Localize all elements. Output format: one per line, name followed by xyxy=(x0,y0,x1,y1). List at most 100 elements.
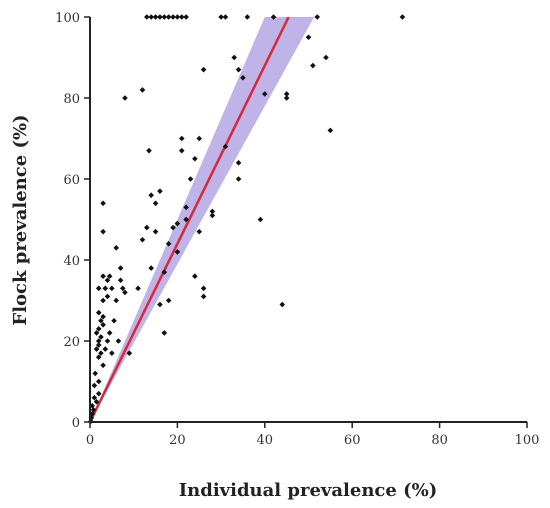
data-point xyxy=(200,285,207,292)
data-point xyxy=(200,293,207,300)
y-tick-label: 80 xyxy=(63,92,80,107)
data-point xyxy=(111,317,117,324)
data-point xyxy=(95,309,102,316)
data-point xyxy=(279,301,286,308)
data-point xyxy=(113,297,120,304)
data-point xyxy=(174,249,181,255)
data-point xyxy=(100,322,106,328)
data-point xyxy=(95,326,102,332)
data-point xyxy=(95,338,102,344)
data-point xyxy=(244,14,251,20)
data-point xyxy=(100,228,106,235)
data-point xyxy=(95,342,102,348)
y-axis-title: Flock prevalence (%) xyxy=(10,114,31,325)
x-tick-label: 60 xyxy=(344,433,361,448)
x-axis-ticks: 0 20 40 60 80 100 xyxy=(86,422,539,448)
y-tick-label: 60 xyxy=(63,173,80,188)
data-point xyxy=(192,273,198,279)
data-point xyxy=(165,14,172,20)
data-point xyxy=(327,127,334,134)
data-point xyxy=(283,95,290,101)
data-point xyxy=(192,155,198,162)
x-tick-label: 20 xyxy=(169,433,186,448)
data-point xyxy=(200,66,207,73)
x-tick-label: 0 xyxy=(86,433,94,448)
data-points xyxy=(88,14,406,424)
data-point xyxy=(93,398,100,405)
data-point xyxy=(113,245,120,251)
data-point xyxy=(91,394,98,401)
data-point xyxy=(144,224,150,231)
data-point xyxy=(178,14,185,20)
y-tick-label: 100 xyxy=(55,11,80,26)
data-point xyxy=(323,54,329,61)
data-point xyxy=(161,330,168,336)
data-point xyxy=(102,346,109,352)
data-point xyxy=(218,14,224,20)
data-point xyxy=(98,350,104,356)
data-point xyxy=(305,34,312,41)
data-point xyxy=(157,301,163,308)
data-point xyxy=(104,338,111,344)
data-point xyxy=(196,135,203,142)
data-point xyxy=(135,285,141,292)
data-point xyxy=(90,407,97,413)
data-point xyxy=(115,338,122,344)
data-point xyxy=(148,14,154,20)
data-point xyxy=(183,204,189,211)
data-point xyxy=(106,273,113,279)
data-point xyxy=(148,265,154,271)
data-point xyxy=(157,14,163,20)
data-point xyxy=(152,200,159,207)
data-point xyxy=(104,277,111,284)
data-point xyxy=(95,285,102,292)
data-point xyxy=(117,277,124,284)
data-point xyxy=(122,289,128,296)
data-point xyxy=(93,346,100,352)
data-point xyxy=(148,192,154,198)
data-point xyxy=(126,350,133,356)
data-point xyxy=(240,74,246,81)
data-point xyxy=(109,285,115,292)
data-point xyxy=(170,14,176,20)
data-point xyxy=(183,14,189,20)
y-tick-label: 0 xyxy=(72,416,80,431)
data-point xyxy=(174,14,181,20)
data-point xyxy=(174,220,181,227)
data-point xyxy=(152,14,159,20)
data-point xyxy=(98,317,104,324)
data-point xyxy=(399,14,406,20)
data-point xyxy=(161,14,168,20)
data-point xyxy=(270,14,277,20)
data-point xyxy=(196,228,203,235)
data-point xyxy=(222,14,229,20)
data-point xyxy=(102,285,109,292)
data-point xyxy=(187,176,194,182)
data-point xyxy=(170,224,176,231)
data-point xyxy=(100,297,106,304)
data-point xyxy=(93,330,100,336)
data-point xyxy=(95,378,102,385)
data-point xyxy=(314,14,321,20)
x-axis-title: Individual prevalence (%) xyxy=(179,480,438,501)
y-tick-label: 40 xyxy=(63,254,80,269)
data-point xyxy=(183,216,189,223)
data-point xyxy=(109,350,115,356)
data-point xyxy=(235,176,242,182)
data-point xyxy=(144,14,150,20)
data-point xyxy=(257,216,264,223)
data-point xyxy=(95,390,102,397)
data-point xyxy=(139,87,146,93)
x-tick-label: 80 xyxy=(431,433,448,448)
y-axis-ticks: 0 20 40 60 80 100 xyxy=(55,11,90,431)
x-tick-label: 40 xyxy=(257,433,274,448)
data-point xyxy=(139,236,146,243)
data-point xyxy=(91,382,98,389)
data-point xyxy=(119,285,126,292)
data-point xyxy=(100,200,106,207)
plot-area xyxy=(90,17,315,422)
data-point xyxy=(92,370,99,377)
data-point xyxy=(157,188,163,194)
data-point xyxy=(178,147,185,154)
